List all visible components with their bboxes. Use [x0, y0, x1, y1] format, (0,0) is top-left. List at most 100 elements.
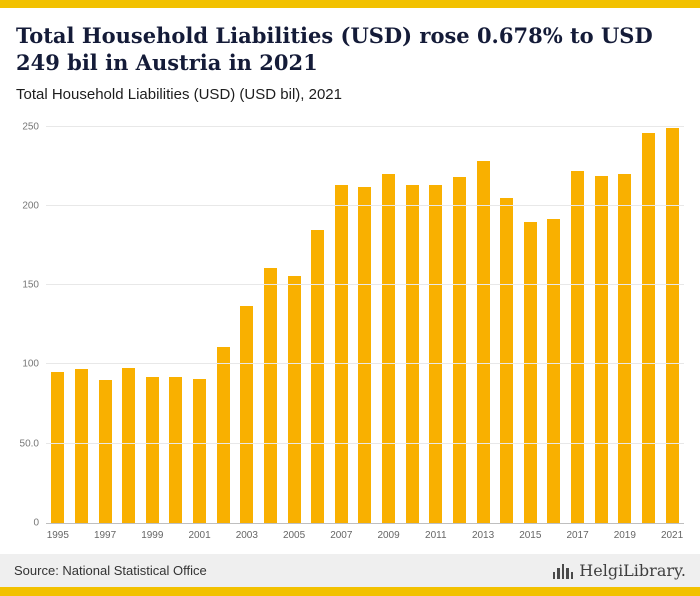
bar-slot	[589, 127, 613, 523]
bar-slot	[188, 127, 212, 523]
bar-2016[interactable]	[547, 218, 561, 523]
bottom-accent-bar	[0, 587, 700, 596]
bar-slot	[141, 127, 165, 523]
x-axis-label-2021: 2021	[660, 530, 684, 541]
x-axis-label-2015: 2015	[519, 530, 542, 541]
helgi-logo-icon	[552, 562, 574, 579]
bar-slot	[613, 127, 637, 523]
bar-slot	[306, 127, 330, 523]
bar-1999[interactable]	[145, 377, 159, 523]
bar-2013[interactable]	[476, 161, 490, 523]
x-axis-label-2000	[164, 530, 188, 546]
bar-1998[interactable]	[122, 367, 136, 523]
gridline-100	[46, 363, 684, 365]
helgi-library-logo[interactable]: HelgiLibrary.	[552, 561, 686, 580]
bar-2005[interactable]	[287, 275, 301, 523]
bar-slot	[400, 127, 424, 523]
bar-slot	[495, 127, 519, 523]
gridline-50	[46, 442, 684, 444]
bar-2012[interactable]	[452, 177, 466, 523]
bar-2008[interactable]	[358, 186, 372, 523]
x-axis-label-2018	[589, 530, 613, 546]
bar-slot	[377, 127, 401, 523]
bar-slot	[282, 127, 306, 523]
plot-area: 0 50.0 100 150 200 250	[20, 121, 684, 529]
x-axis: 1995 1997 1999 2001 2003 2005 2007 2009 2011 2013…	[46, 530, 684, 546]
bar-slot	[542, 127, 566, 523]
bar-slot	[211, 127, 235, 523]
x-axis-label-2006	[306, 530, 330, 546]
x-axis-label-2008	[353, 530, 377, 546]
y-axis-label-50.0: 50.0	[19, 438, 39, 450]
bar-2002[interactable]	[216, 347, 230, 523]
x-axis-label-1996	[70, 530, 94, 546]
x-axis-label-2005: 2005	[282, 530, 306, 541]
bar-2021[interactable]	[665, 128, 679, 523]
y-axis-label-200: 200	[22, 200, 39, 212]
bar-slot	[235, 127, 259, 523]
bar-2019[interactable]	[618, 174, 632, 523]
bar-2020[interactable]	[641, 132, 655, 523]
bar-1995[interactable]	[51, 372, 65, 523]
x-axis-label-2009: 2009	[377, 530, 400, 541]
bar-slot	[330, 127, 354, 523]
x-axis-label-2019: 2019	[613, 530, 636, 541]
bar-slot	[46, 127, 70, 523]
header: Total Household Liabilities (USD) rose 0…	[0, 8, 700, 107]
logo-text: HelgiLibrary.	[579, 561, 686, 580]
x-axis-label-2011: 2011	[425, 530, 447, 541]
bar-slot	[259, 127, 283, 523]
bar-slot	[164, 127, 188, 523]
bar-2011[interactable]	[429, 185, 443, 523]
bar-slot	[660, 127, 684, 523]
bar-2000[interactable]	[169, 377, 183, 523]
bar-1996[interactable]	[74, 369, 88, 523]
bars-row	[46, 127, 684, 523]
x-axis-label-2016	[542, 530, 566, 546]
x-axis-label-2010	[400, 530, 424, 546]
bar-2004[interactable]	[263, 267, 277, 523]
gridline-250	[46, 125, 684, 127]
bar-slot	[117, 127, 141, 523]
bar-slot	[70, 127, 94, 523]
bar-2009[interactable]	[382, 174, 396, 523]
bar-2017[interactable]	[571, 171, 585, 523]
x-axis-label-2001: 2001	[188, 530, 211, 541]
bar-slot	[519, 127, 543, 523]
bar-2018[interactable]	[594, 175, 608, 523]
gridline-150	[46, 284, 684, 286]
bar-2003[interactable]	[240, 305, 254, 523]
bar-slot	[353, 127, 377, 523]
x-axis-label-1995: 1995	[46, 530, 69, 541]
bar-slot	[637, 127, 661, 523]
bar-2001[interactable]	[193, 378, 207, 523]
gridline-200	[46, 204, 684, 206]
bar-2006[interactable]	[311, 229, 325, 523]
bar-1997[interactable]	[98, 380, 112, 523]
y-axis-label-250: 250	[22, 121, 39, 133]
bar-2007[interactable]	[334, 185, 348, 523]
x-axis-label-1997: 1997	[93, 530, 117, 541]
bar-2010[interactable]	[405, 185, 419, 523]
x-axis-label-2007: 2007	[330, 530, 353, 541]
footer: Source: National Statistical Office Helg…	[0, 554, 700, 587]
bar-2015[interactable]	[523, 221, 537, 523]
top-accent-bar	[0, 0, 700, 8]
bar-slot	[93, 127, 117, 523]
bar-2014[interactable]	[500, 197, 514, 523]
bar-slot	[566, 127, 590, 523]
x-axis-label-1998	[117, 530, 141, 546]
x-axis-label-2020	[637, 530, 661, 546]
bar-chart: 0 50.0 100 150 200 250 1995 1997 1999 2001 2003 20…	[8, 119, 688, 554]
chart-subtitle: Total Household Liabilities (USD) (USD b…	[16, 85, 342, 103]
x-axis-label-2013: 2013	[471, 530, 495, 541]
x-axis-label-2003: 2003	[235, 530, 258, 541]
y-axis-label-100: 100	[22, 358, 39, 370]
bar-slot	[424, 127, 448, 523]
y-axis-label-0: 0	[33, 517, 39, 529]
x-axis-label-2017: 2017	[566, 530, 589, 541]
x-axis-label-2014	[495, 530, 519, 546]
page-title: Total Household Liabilities (USD) rose 0…	[16, 23, 653, 76]
bar-slot	[448, 127, 472, 523]
